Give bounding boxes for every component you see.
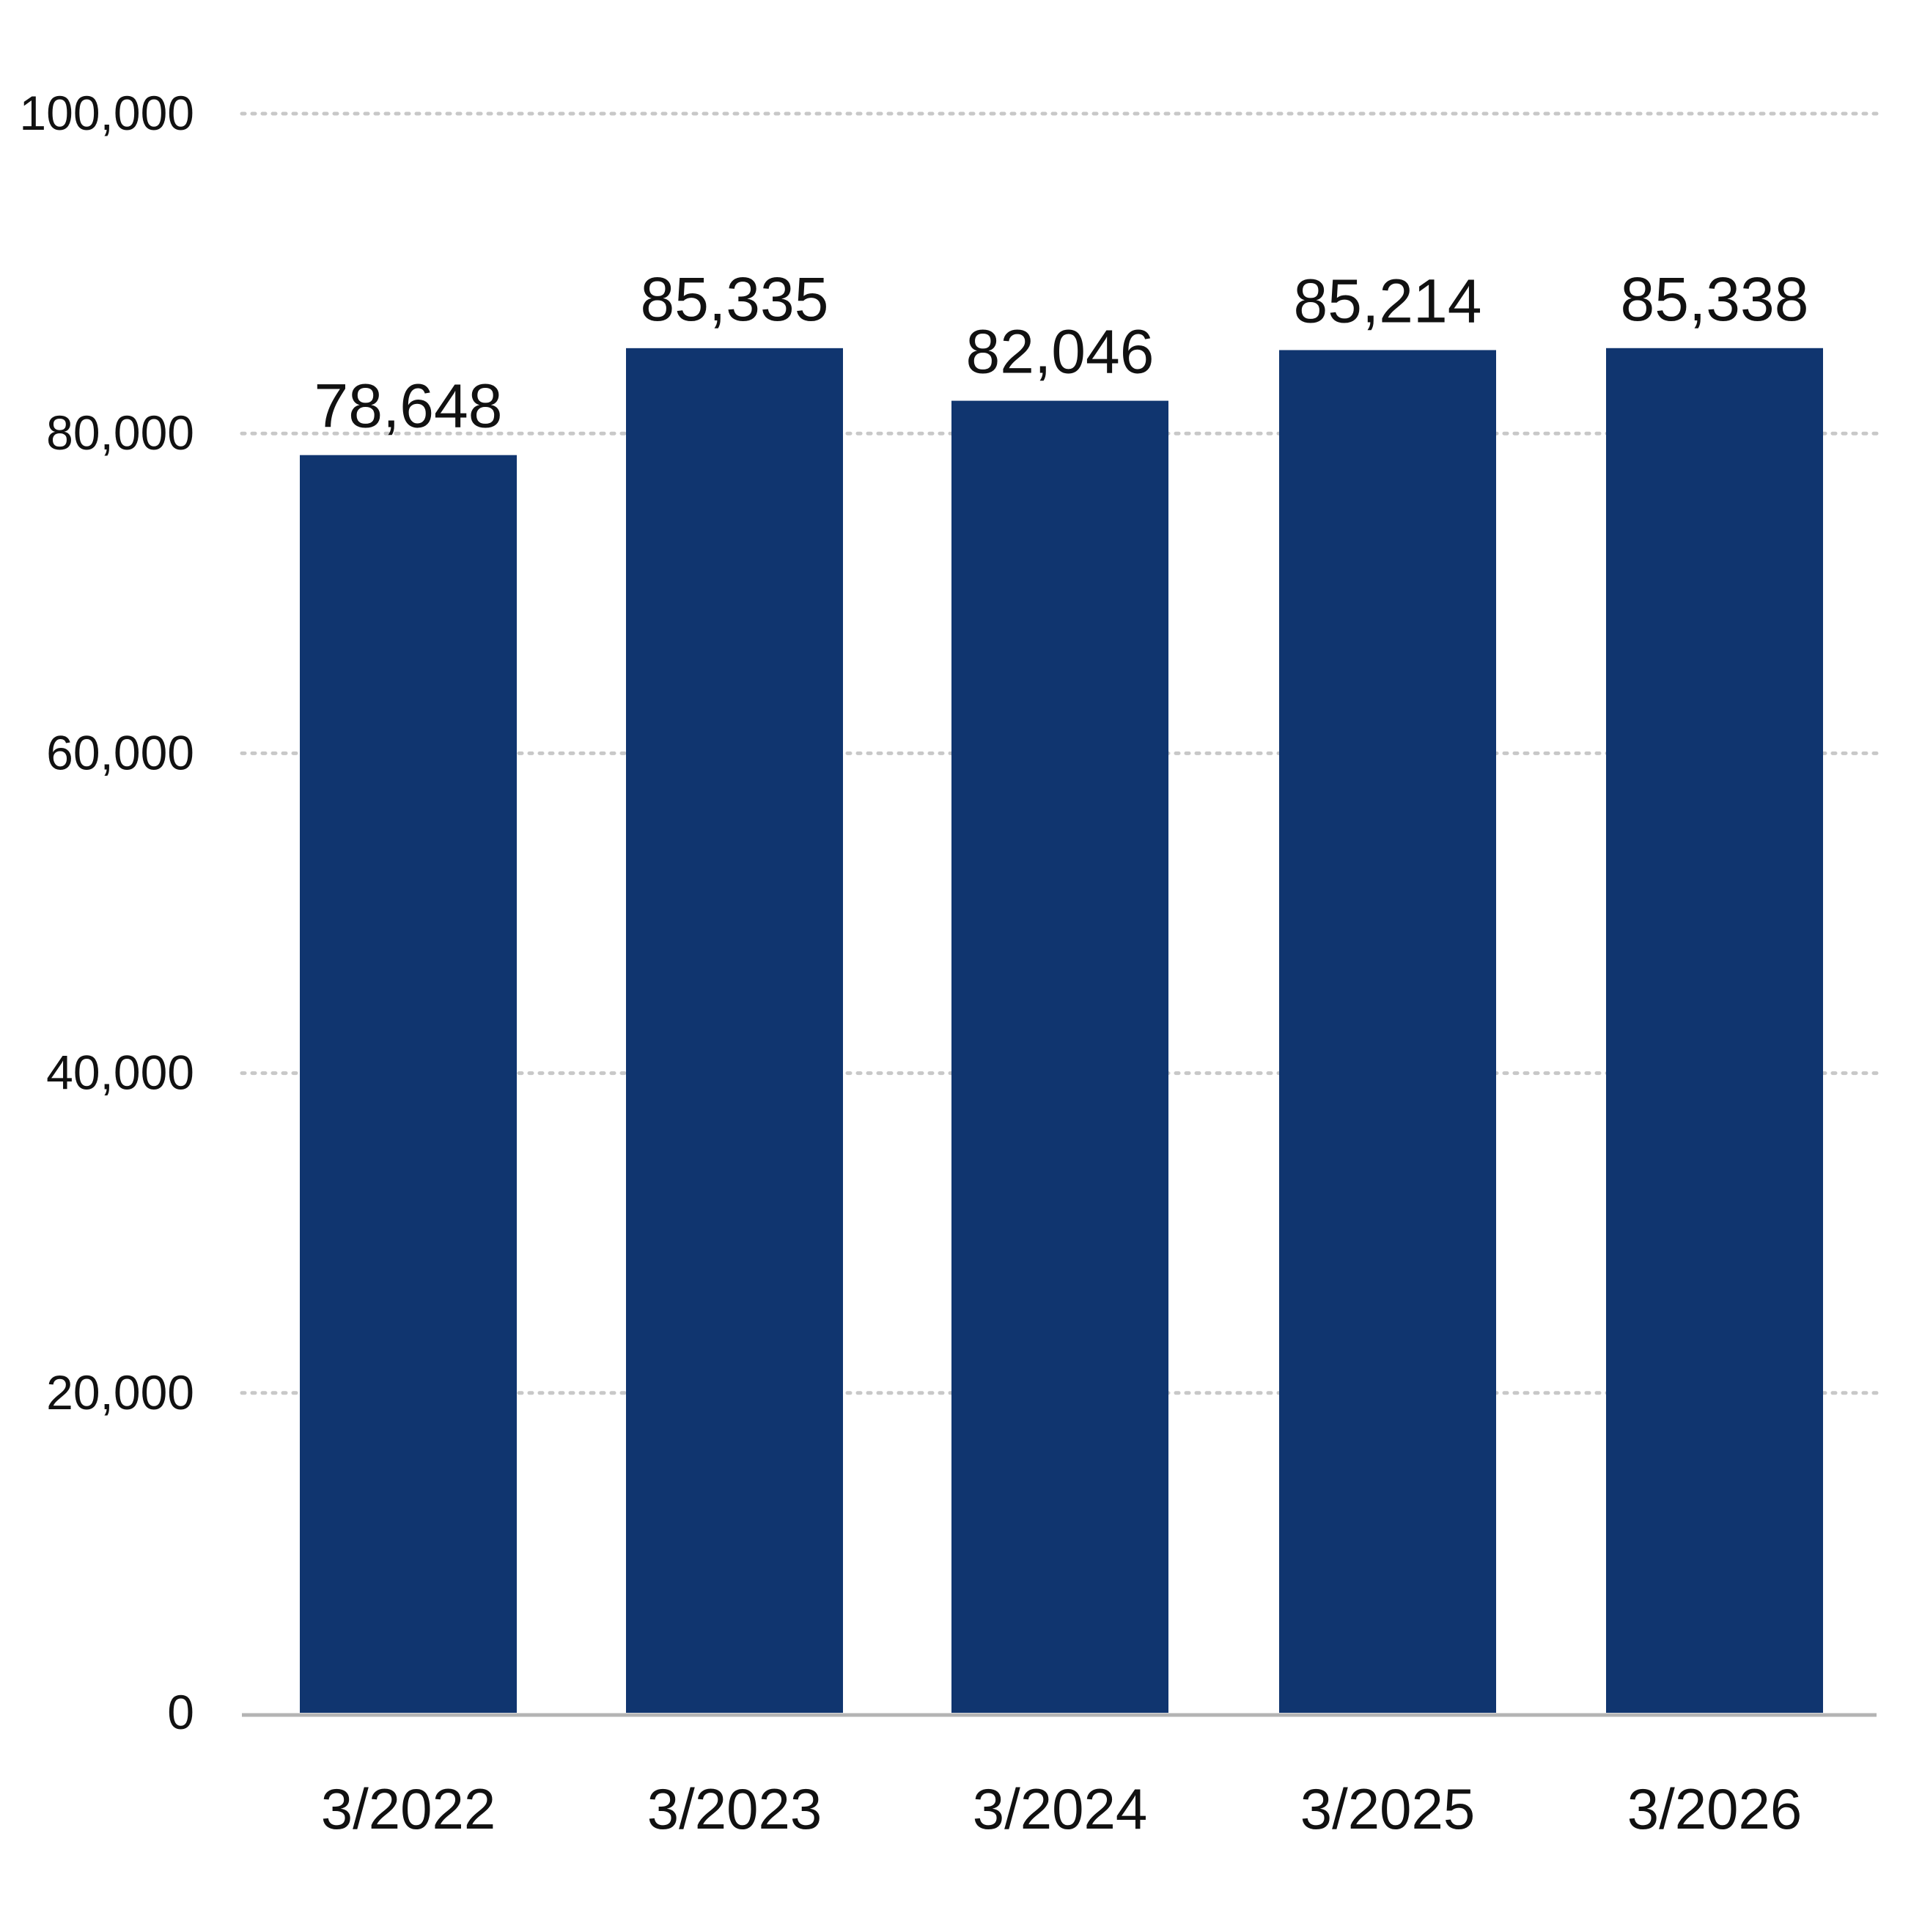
y-tick-label: 20,000 — [46, 1365, 194, 1419]
bar-value-label: 85,335 — [641, 265, 829, 334]
y-tick-label: 100,000 — [19, 86, 194, 140]
x-category-label: 3/2026 — [1627, 1777, 1803, 1841]
y-tick-label: 40,000 — [46, 1046, 194, 1100]
bar — [1606, 348, 1823, 1714]
bar-value-label: 82,046 — [966, 317, 1155, 386]
bar-value-label: 85,338 — [1621, 265, 1809, 334]
bar-value-labels: 78,648 85,335 82,046 85,214 85,338 — [314, 265, 1809, 441]
y-tick-label: 0 — [167, 1685, 194, 1739]
x-category-label: 3/2022 — [321, 1777, 496, 1841]
x-category-label: 3/2025 — [1300, 1777, 1476, 1841]
y-tick-label: 60,000 — [46, 725, 194, 779]
y-tick-label: 80,000 — [46, 405, 194, 460]
bar-value-label: 78,648 — [314, 372, 503, 441]
bar-value-label: 85,214 — [1294, 266, 1482, 335]
y-axis-tick-labels: 0 20,000 40,000 60,000 80,000 100,000 — [19, 86, 194, 1739]
bar — [300, 455, 517, 1713]
x-category-label: 3/2024 — [973, 1777, 1148, 1841]
x-axis-category-labels: 3/2022 3/2023 3/2024 3/2025 3/2026 — [321, 1777, 1803, 1841]
bar — [626, 348, 843, 1714]
x-category-label: 3/2023 — [647, 1777, 822, 1841]
bar — [1279, 350, 1496, 1713]
bar — [951, 400, 1168, 1714]
bars — [300, 348, 1823, 1714]
